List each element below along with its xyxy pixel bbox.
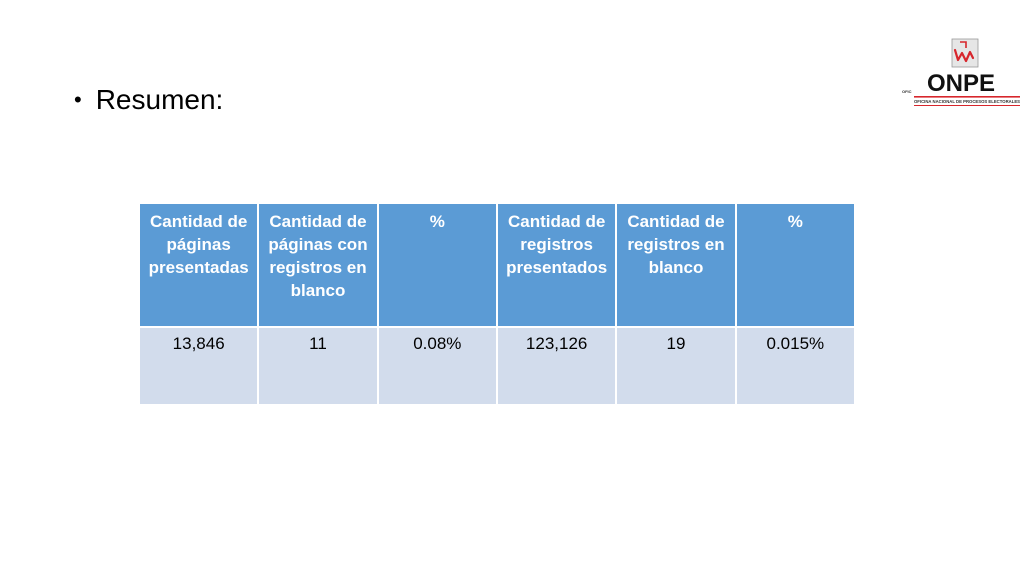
header-registros-presentados: Cantidad de registros presentados [495,202,618,328]
cell-paginas-presentadas: 13,846 [137,326,260,406]
bullet-item: • Resumen: [74,84,223,116]
header-registros-blanco: Cantidad de registros en blanco [615,202,737,328]
cell-registros-blanco: 19 [615,326,737,406]
table-header-row: Cantidad de páginas presentadas Cantidad… [137,202,857,328]
logo-subtitle: OFICINA NACIONAL DE PROCESOS ELECTORALES [914,99,1020,104]
logo-brand: ONPE [927,70,995,97]
header-percent-registros: % [734,202,857,328]
onpe-logo: ONPE OFIC OFICINA NACIONAL DE PROCESOS E… [902,38,1020,106]
cell-percent-paginas: 0.08% [376,326,498,406]
cell-registros-presentados: 123,126 [495,326,618,406]
ballot-hand-icon [951,38,979,68]
header-paginas-blanco: Cantidad de páginas con registros en bla… [257,202,379,328]
bullet-icon: • [74,87,82,112]
logo-accent-line-bottom [914,105,1020,106]
logo-accent-line [914,96,1020,98]
header-paginas-presentadas: Cantidad de páginas presentadas [137,202,260,328]
summary-table: Cantidad de páginas presentadas Cantidad… [137,202,857,406]
bullet-text: Resumen: [95,84,224,115]
header-percent-paginas: % [376,202,498,328]
table-row: 13,846 11 0.08% 123,126 19 0.015% [137,326,857,406]
cell-percent-registros: 0.015% [734,326,857,406]
logo-small-tag: OFIC [902,89,912,94]
cell-paginas-blanco: 11 [257,326,379,406]
